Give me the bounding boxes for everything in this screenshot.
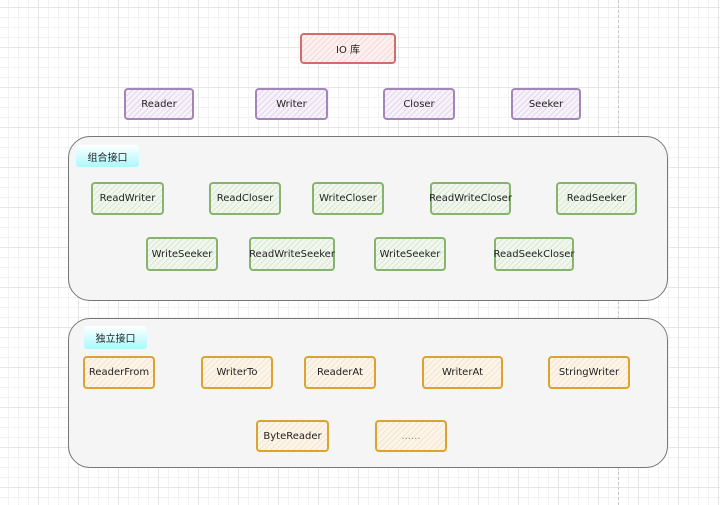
node-writer[interactable]: Writer — [255, 88, 328, 120]
node-readseeker[interactable]: ReadSeeker — [556, 182, 637, 215]
node-writerat[interactable]: WriterAt — [422, 356, 503, 389]
node-readwriteseeker[interactable]: ReadWriteSeeker — [249, 237, 335, 271]
node-readwriter[interactable]: ReadWriter — [91, 182, 164, 215]
node-writerto[interactable]: WriterTo — [201, 356, 273, 389]
independent-interfaces-group[interactable] — [68, 318, 668, 468]
node-readcloser[interactable]: ReadCloser — [209, 182, 281, 215]
io-library-node[interactable]: IO 库 — [300, 33, 396, 64]
node-readseekcloser[interactable]: ReadSeekCloser — [494, 237, 574, 271]
independent-group-title: 独立接口 — [84, 326, 147, 349]
node-writecloser[interactable]: WriteCloser — [312, 182, 384, 215]
node-readerfrom[interactable]: ReaderFrom — [83, 356, 155, 389]
node-bytereader[interactable]: ByteReader — [256, 420, 329, 452]
node-reader[interactable]: Reader — [124, 88, 194, 120]
node-writeseeker-2[interactable]: WriteSeeker — [374, 237, 446, 271]
node-stringwriter[interactable]: StringWriter — [548, 356, 630, 389]
combined-group-title: 组合接口 — [76, 145, 139, 167]
node-writeseeker[interactable]: WriteSeeker — [146, 237, 218, 271]
node-readwritecloser[interactable]: ReadWriteCloser — [429, 182, 512, 215]
node-readerat[interactable]: ReaderAt — [304, 356, 376, 389]
combined-interfaces-group[interactable] — [68, 136, 668, 301]
node-closer[interactable]: Closer — [383, 88, 455, 120]
node-ellipsis[interactable]: ...... — [375, 420, 447, 452]
node-seeker[interactable]: Seeker — [511, 88, 581, 120]
